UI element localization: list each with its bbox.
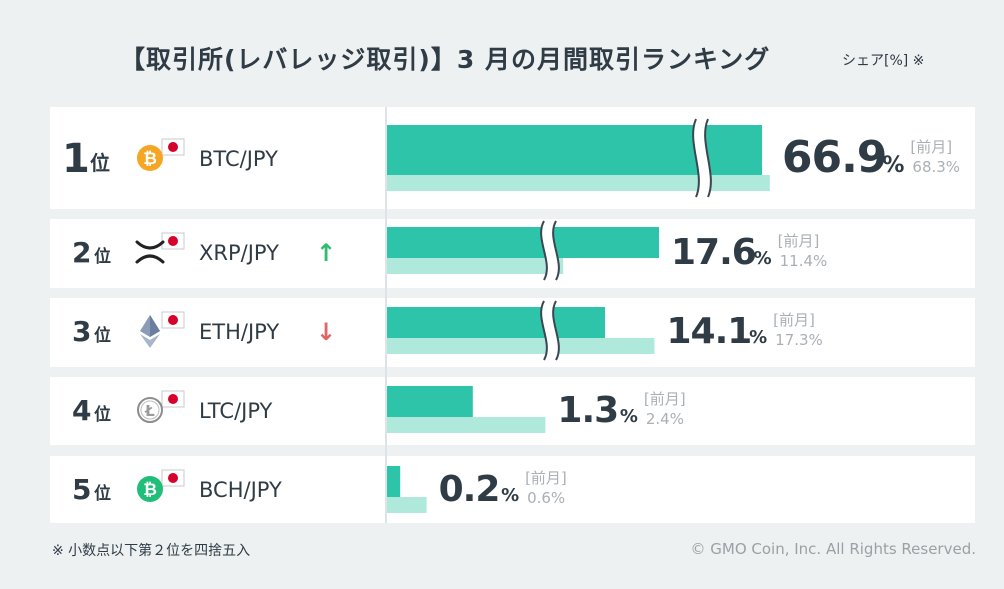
japan-flag-icon: [161, 390, 185, 408]
current-month-bar: [387, 386, 473, 417]
previous-month-bar: [387, 338, 655, 354]
previous-month-bar: [387, 417, 546, 433]
litecoin-icon: Ł: [137, 397, 163, 423]
flag-disc: [168, 394, 178, 404]
prev-month-value: 2.4%: [646, 410, 684, 428]
current-month-bar: [387, 227, 659, 258]
rank-number: 5: [72, 473, 91, 506]
value-label: 66.9: [782, 132, 887, 183]
bitcoin-cash-icon: ₿: [137, 476, 163, 502]
rank-number: 4: [72, 394, 91, 427]
chart-title: 【取引所(レバレッジ取引)】3 月の月間取引ランキング: [120, 45, 771, 74]
japan-flag-icon: [161, 311, 185, 329]
value-label: 14.1: [666, 311, 751, 352]
flag-disc: [168, 473, 178, 483]
japan-flag-icon: [161, 232, 185, 250]
eth-top-shade: [150, 315, 160, 337]
value-label: 17.6: [671, 232, 756, 273]
current-month-bar: [387, 307, 605, 338]
value-label: 1.3: [557, 390, 618, 431]
pair-name: BTC/JPY: [199, 147, 278, 171]
prev-month-value: 17.3%: [775, 331, 823, 349]
pair-name: LTC/JPY: [199, 399, 273, 423]
previous-month-bar: [387, 175, 770, 191]
break-gap: [541, 221, 559, 280]
copyright-text: © GMO Coin, Inc. All Rights Reserved.: [690, 540, 976, 558]
down-arrow-icon: ↓: [316, 318, 336, 346]
prev-month-label: [前月]: [644, 390, 686, 408]
value-label: 0.2: [439, 469, 500, 510]
coin-glyph: ₿: [143, 149, 157, 169]
break-gap: [693, 119, 711, 197]
rank-suffix: 位: [94, 246, 111, 267]
prev-month-value: 11.4%: [780, 252, 828, 270]
pair-name: XRP/JPY: [199, 241, 279, 265]
rank-number: 1: [62, 136, 90, 182]
previous-month-bar: [387, 258, 564, 274]
chart-subtitle: シェア[%] ※: [842, 53, 925, 69]
rank-number: 3: [72, 315, 91, 348]
xrp-icon: [135, 240, 165, 264]
percent-symbol: %: [882, 153, 904, 178]
prev-month-label: [前月]: [525, 469, 567, 487]
prev-month-value: 68.3%: [912, 158, 960, 176]
coin-ring: [140, 400, 160, 420]
break-line-left: [540, 300, 548, 361]
rank-suffix: 位: [94, 325, 111, 346]
rank-suffix: 位: [94, 483, 111, 504]
break-line-right: [704, 118, 712, 198]
coin-disc: [137, 145, 163, 171]
break-line-left: [540, 220, 548, 281]
rank-number: 2: [72, 236, 91, 269]
row-panel: [50, 456, 975, 523]
axis-break-mark: [692, 118, 712, 198]
eth-bottom: [140, 334, 160, 348]
break-line-right: [552, 300, 560, 361]
rank-suffix: 位: [90, 151, 110, 175]
japan-flag-icon: [161, 138, 185, 156]
coin-disc: [137, 476, 163, 502]
xrp-top: [135, 240, 165, 250]
flag-disc: [168, 315, 178, 325]
bitcoin-icon: ₿: [137, 145, 163, 171]
break-line-right: [552, 220, 560, 281]
pair-name: ETH/JPY: [199, 320, 279, 344]
prev-month-value: 0.6%: [527, 489, 565, 507]
rounding-note: ※ 小数点以下第２位を四捨五入: [52, 543, 251, 559]
percent-symbol: %: [501, 485, 519, 506]
japan-flag-icon: [161, 469, 185, 487]
break-gap: [541, 301, 559, 360]
current-month-bar: [387, 466, 401, 497]
prev-month-label: [前月]: [778, 232, 820, 250]
axis-break-mark: [540, 220, 560, 281]
rank-suffix: 位: [94, 404, 111, 425]
percent-symbol: %: [749, 327, 767, 348]
up-arrow-icon: ↑: [316, 239, 336, 267]
flag-disc: [168, 236, 178, 246]
coin-glyph: Ł: [144, 402, 155, 420]
previous-month-bar: [387, 497, 427, 513]
coin-disc: [137, 397, 163, 423]
axis-break-mark: [540, 300, 560, 361]
flag-disc: [168, 142, 178, 152]
percent-symbol: %: [754, 248, 772, 269]
xrp-bottom: [135, 254, 165, 264]
row-panel: [50, 377, 975, 445]
ethereum-icon: [140, 315, 160, 348]
break-line-left: [692, 118, 700, 198]
prev-month-label: [前月]: [773, 311, 815, 329]
prev-month-label: [前月]: [910, 138, 952, 156]
coin-glyph: ₿: [143, 480, 157, 500]
percent-symbol: %: [620, 406, 638, 427]
pair-name: BCH/JPY: [199, 478, 282, 502]
